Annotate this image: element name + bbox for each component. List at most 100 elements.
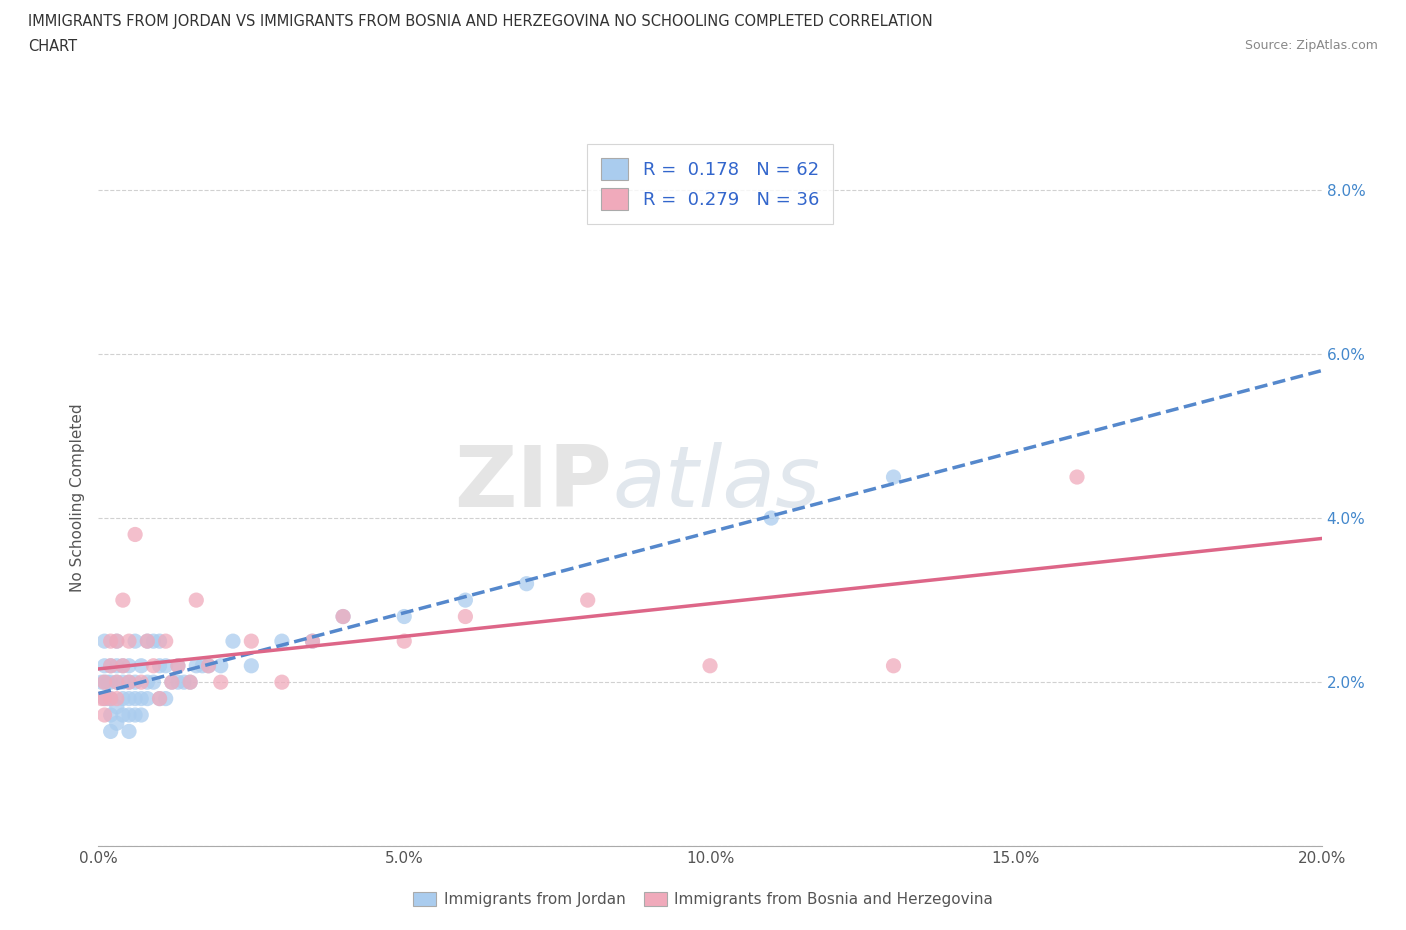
Text: atlas: atlas <box>612 442 820 525</box>
Point <box>699 658 721 673</box>
Point <box>179 675 201 690</box>
Point <box>97 675 120 690</box>
Point <box>118 633 141 648</box>
Point <box>105 633 128 648</box>
Point <box>93 691 115 706</box>
Point <box>118 675 141 690</box>
Point <box>270 675 292 690</box>
Point <box>149 691 172 706</box>
Point <box>93 633 115 648</box>
Point <box>90 691 112 706</box>
Point <box>142 658 165 673</box>
Point <box>883 658 905 673</box>
Point <box>93 708 115 723</box>
Point <box>100 724 122 738</box>
Point <box>97 691 120 706</box>
Point <box>124 708 146 723</box>
Point <box>136 691 159 706</box>
Point <box>105 658 128 673</box>
Point <box>124 675 146 690</box>
Point <box>100 633 122 648</box>
Point <box>149 633 172 648</box>
Point <box>301 633 323 648</box>
Point <box>118 675 141 690</box>
Point <box>129 675 152 690</box>
Point <box>186 658 208 673</box>
Point <box>1066 470 1088 485</box>
Point <box>179 675 201 690</box>
Point <box>209 675 232 690</box>
Point <box>155 691 177 706</box>
Point <box>105 716 128 731</box>
Point <box>93 691 115 706</box>
Point <box>332 609 354 624</box>
Point <box>111 708 134 723</box>
Point <box>332 609 354 624</box>
Point <box>516 577 538 591</box>
Text: ZIP: ZIP <box>454 442 612 525</box>
Point <box>111 658 134 673</box>
Point <box>392 633 416 648</box>
Point <box>124 527 146 542</box>
Point <box>105 633 128 648</box>
Text: IMMIGRANTS FROM JORDAN VS IMMIGRANTS FROM BOSNIA AND HERZEGOVINA NO SCHOOLING CO: IMMIGRANTS FROM JORDAN VS IMMIGRANTS FRO… <box>28 14 932 29</box>
Point <box>392 609 416 624</box>
Point <box>576 592 599 607</box>
Y-axis label: No Schooling Completed: No Schooling Completed <box>69 404 84 591</box>
Point <box>136 633 159 648</box>
Point <box>167 658 190 673</box>
Point <box>191 658 214 673</box>
Point <box>155 633 177 648</box>
Point <box>93 675 115 690</box>
Point <box>209 658 232 673</box>
Point <box>173 675 195 690</box>
Text: Source: ZipAtlas.com: Source: ZipAtlas.com <box>1244 39 1378 52</box>
Point <box>186 592 208 607</box>
Legend: Immigrants from Jordan, Immigrants from Bosnia and Herzegovina: Immigrants from Jordan, Immigrants from … <box>406 885 1000 913</box>
Point <box>167 658 190 673</box>
Point <box>160 675 183 690</box>
Point <box>111 592 134 607</box>
Point <box>105 675 128 690</box>
Point <box>270 633 292 648</box>
Point <box>454 592 477 607</box>
Point <box>142 633 165 648</box>
Point <box>136 633 159 648</box>
Point <box>118 658 141 673</box>
Point <box>240 633 263 648</box>
Point <box>90 675 112 690</box>
Point <box>93 658 115 673</box>
Point <box>129 691 152 706</box>
Point <box>118 708 141 723</box>
Legend: R =  0.178   N = 62, R =  0.279   N = 36: R = 0.178 N = 62, R = 0.279 N = 36 <box>586 144 834 224</box>
Point <box>118 724 141 738</box>
Point <box>105 699 128 714</box>
Point <box>124 691 146 706</box>
Point <box>100 691 122 706</box>
Point <box>111 675 134 690</box>
Point <box>105 691 128 706</box>
Point <box>160 675 183 690</box>
Point <box>100 675 122 690</box>
Point <box>118 691 141 706</box>
Point <box>222 633 245 648</box>
Point <box>100 658 122 673</box>
Point <box>129 658 152 673</box>
Text: CHART: CHART <box>28 39 77 54</box>
Point <box>883 470 905 485</box>
Point <box>136 675 159 690</box>
Point <box>111 691 134 706</box>
Point <box>149 691 172 706</box>
Point <box>301 633 323 648</box>
Point <box>197 658 219 673</box>
Point <box>100 691 122 706</box>
Point <box>197 658 219 673</box>
Point <box>105 675 128 690</box>
Point <box>93 675 115 690</box>
Point <box>111 658 134 673</box>
Point <box>100 708 122 723</box>
Point <box>759 511 782 525</box>
Point <box>149 658 172 673</box>
Point <box>100 658 122 673</box>
Point <box>124 633 146 648</box>
